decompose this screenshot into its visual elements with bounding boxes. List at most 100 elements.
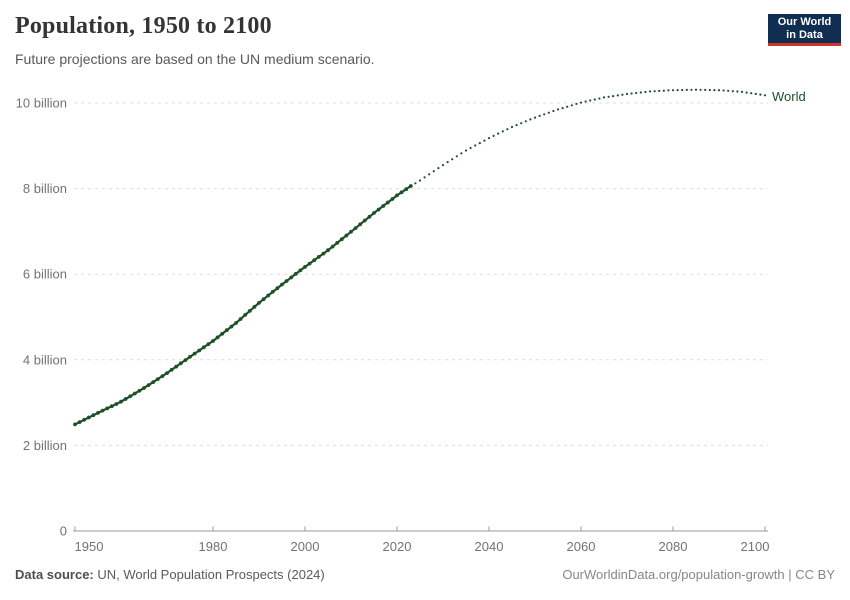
data-point (321, 251, 326, 256)
data-point (552, 109, 555, 113)
data-point (201, 345, 206, 350)
data-point (750, 92, 753, 95)
data-point (86, 415, 91, 420)
data-point (96, 411, 100, 415)
data-point (261, 297, 266, 302)
data-point (418, 179, 422, 182)
data-point (423, 176, 426, 179)
data-point (579, 101, 583, 104)
data-point (616, 94, 619, 97)
world-series[interactable] (73, 88, 767, 427)
data-point (685, 88, 688, 91)
x-axis-tick-label: 1980 (199, 539, 228, 554)
data-point (621, 93, 624, 96)
data-point (648, 90, 652, 93)
data-point (358, 222, 363, 227)
x-axis-tick-label: 1950 (75, 539, 104, 554)
owid-logo[interactable]: Our World in Data (768, 14, 841, 46)
data-point (353, 226, 358, 231)
data-source: Data source: UN, World Population Prospe… (15, 567, 325, 582)
data-point (635, 91, 638, 95)
data-point (506, 128, 509, 131)
data-point (754, 92, 757, 95)
data-point (658, 89, 661, 92)
data-point (335, 241, 340, 245)
data-point (183, 358, 188, 362)
data-point (229, 324, 234, 329)
data-point (520, 122, 523, 125)
data-point (82, 417, 87, 422)
data-point (192, 351, 197, 356)
data-point (441, 164, 445, 167)
data-point (694, 88, 698, 91)
data-point (524, 120, 527, 123)
data-point (100, 408, 105, 413)
data-point (330, 244, 335, 249)
data-point (165, 371, 169, 375)
x-axis-tick-label: 2020 (383, 539, 412, 554)
data-point (717, 89, 721, 92)
y-axis-tick-label: 4 billion (23, 352, 67, 367)
x-axis-tick-label: 2080 (659, 539, 688, 554)
data-point (699, 88, 702, 91)
data-point (575, 102, 578, 105)
data-point (437, 167, 440, 170)
data-point (132, 391, 137, 396)
data-point (224, 328, 229, 333)
data-point (91, 413, 96, 418)
series-label-world[interactable]: World (772, 89, 806, 104)
data-point (681, 88, 684, 92)
data-point (708, 88, 711, 92)
data-point (589, 99, 592, 102)
data-point (483, 139, 486, 142)
data-point (690, 88, 693, 91)
world-series-historical-line (74, 185, 412, 426)
data-point (543, 113, 546, 116)
data-point (639, 91, 642, 94)
data-point (119, 399, 123, 404)
data-point (137, 388, 142, 393)
chart-footer: Data source: UN, World Population Prospe… (15, 567, 835, 582)
data-point (123, 397, 128, 401)
data-point (446, 161, 449, 164)
data-point (372, 211, 376, 215)
data-point (349, 229, 353, 234)
data-point (763, 94, 767, 97)
data-point (451, 158, 454, 161)
data-point (211, 339, 215, 343)
chart-subtitle: Future projections are based on the UN m… (15, 51, 375, 67)
x-axis-tick-label: 2060 (567, 539, 596, 554)
data-point (169, 367, 174, 372)
data-point (307, 261, 312, 266)
data-point (469, 146, 472, 150)
page-title: Population, 1950 to 2100 (15, 13, 272, 39)
data-point (487, 137, 491, 140)
data-point (215, 335, 220, 340)
data-point (376, 207, 381, 212)
data-point (385, 200, 390, 205)
attribution: OurWorldinData.org/population-growth | C… (562, 567, 835, 582)
data-point (547, 111, 550, 114)
data-point (671, 89, 675, 92)
data-point (455, 155, 458, 158)
data-point (293, 272, 298, 276)
attribution-link[interactable]: OurWorldinData.org/population-growth (562, 567, 785, 582)
data-point (644, 90, 647, 94)
data-point (501, 130, 504, 133)
data-point (731, 90, 734, 93)
x-axis-tick-label: 2100 (741, 539, 770, 554)
data-point (362, 218, 367, 223)
data-point (206, 342, 211, 346)
data-point (395, 193, 399, 198)
data-point (174, 364, 179, 369)
data-point (745, 91, 748, 94)
data-point (653, 90, 656, 93)
data-point (252, 305, 257, 309)
data-point (188, 354, 192, 359)
license-link[interactable]: CC BY (795, 567, 835, 582)
data-point (399, 190, 404, 195)
data-point (704, 88, 707, 91)
data-point (492, 134, 495, 137)
data-point (326, 248, 330, 253)
